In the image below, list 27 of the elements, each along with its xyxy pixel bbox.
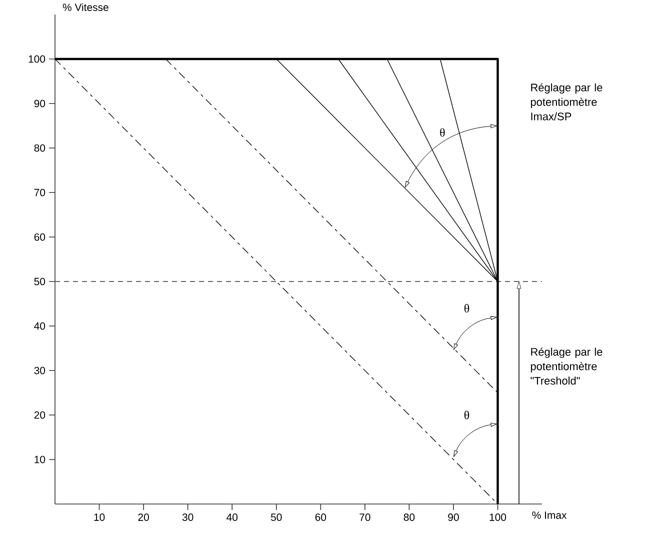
- x-tick-label: 10: [94, 513, 105, 521]
- y-axis-title: % Vitesse: [62, 3, 108, 11]
- y-tick-label: 40: [34, 322, 46, 330]
- x-tick-label: 40: [226, 513, 238, 521]
- x-axis-title: % Imax: [532, 511, 567, 519]
- annotation: Réglage par le potentiomètre Imax/SP: [530, 83, 602, 120]
- y-tick-label: 30: [34, 366, 46, 374]
- annotation: θ: [464, 410, 470, 420]
- annotation: θ: [440, 128, 445, 137]
- y-tick-label: 70: [34, 188, 46, 196]
- x-tick-label: 100: [490, 513, 506, 521]
- x-tick-label: 80: [404, 513, 415, 521]
- x-tick-label: 20: [138, 513, 149, 521]
- x-tick-label: 70: [360, 513, 370, 521]
- annotation: θ: [464, 304, 470, 312]
- x-tick-label: 30: [182, 513, 194, 521]
- x-tick-label: 60: [315, 513, 326, 521]
- y-tick-label: 100: [28, 55, 46, 63]
- x-tick-label: 90: [448, 513, 459, 521]
- x-tick-label: 50: [270, 513, 282, 521]
- y-tick-label: 90: [34, 100, 46, 108]
- y-tick-label: 80: [34, 144, 46, 152]
- y-tick-label: 50: [34, 278, 46, 286]
- y-tick-label: 60: [34, 233, 46, 241]
- y-tick-label: 10: [34, 456, 46, 464]
- annotation: Réglage par le potentiomètre "Treshold": [530, 347, 602, 384]
- y-tick-label: 20: [34, 411, 46, 419]
